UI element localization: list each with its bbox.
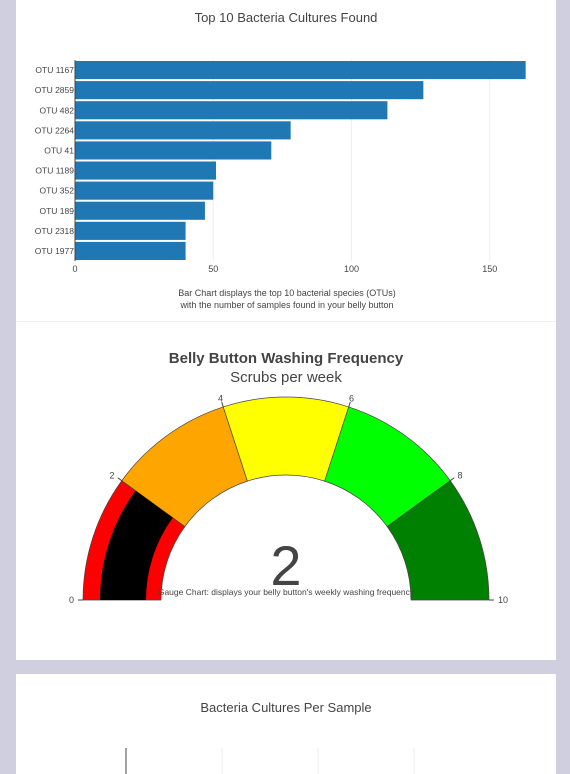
- bar-y-tick-label: OTU 482: [40, 105, 75, 115]
- bar-y-tick-label: OTU 352: [40, 186, 75, 196]
- gauge-value: 2: [270, 534, 301, 597]
- bar-x-tick-label: 100: [344, 264, 359, 274]
- bar: [75, 201, 205, 220]
- bar-x-tick-label: 150: [482, 264, 497, 274]
- gauge-tick: [449, 477, 455, 482]
- bar-chart-title: Top 10 Bacteria Cultures Found: [195, 10, 378, 25]
- gauge-value-bar: [100, 490, 173, 600]
- bar-x-tick-label: 0: [72, 264, 77, 274]
- gauge-tick: [117, 477, 123, 482]
- bar: [75, 181, 214, 200]
- gauge-tick: [348, 402, 351, 408]
- bar-chart: Top 10 Bacteria Cultures Found OTU 1167 O…: [35, 10, 526, 310]
- bar-y-tick-label: OTU 41: [44, 145, 74, 155]
- gauge-tick-label: 6: [349, 393, 354, 403]
- bubble-chart-title: Bacteria Cultures Per Sample: [200, 700, 371, 715]
- bar: [75, 81, 424, 100]
- bar: [75, 101, 388, 120]
- bar-chart-caption-line-2: with the number of samples found in your…: [179, 300, 393, 310]
- gauge-caption: Gauge Chart: displays your belly button'…: [158, 587, 415, 597]
- bar-y-tick-label: OTU 1189: [35, 166, 74, 176]
- gauge-tick-label: 8: [458, 470, 463, 480]
- bubble-chart: Bacteria Cultures Per Sample: [125, 700, 415, 774]
- gauge-subtitle: Scrubs per week: [230, 369, 342, 386]
- gauge-title: Belly Button Washing Frequency: [169, 350, 404, 367]
- gauge-tick-label: 0: [69, 595, 74, 605]
- bar: [75, 121, 291, 140]
- bar-y-tick-label: OTU 189: [40, 206, 75, 216]
- gauge-tick: [221, 402, 224, 408]
- bar: [75, 61, 526, 80]
- bar: [75, 241, 186, 260]
- bar: [75, 141, 272, 160]
- bar: [75, 161, 216, 180]
- bar-y-tick-label: OTU 2318: [35, 226, 74, 236]
- bar-chart-caption-line-1: Bar Chart displays the top 10 bacterial …: [178, 288, 396, 298]
- bar: [75, 221, 186, 240]
- bar-y-tick-label: OTU 1167: [35, 65, 74, 75]
- gauge-chart: Belly Button Washing Frequency Scrubs pe…: [69, 350, 508, 605]
- gauge-tick-label: 2: [109, 470, 114, 480]
- gauge-tick-label: 4: [218, 393, 223, 403]
- bar-y-tick-label: OTU 2264: [35, 125, 74, 135]
- panel-divider: [16, 321, 556, 322]
- gauge-tick-label: 10: [498, 595, 508, 605]
- bar-y-tick-label: OTU 2859: [35, 85, 74, 95]
- bubble-chart-panel: Bacteria Cultures Per Sample: [16, 674, 556, 774]
- charts-panel: Top 10 Bacteria Cultures Found OTU 1167 O…: [16, 0, 556, 660]
- bar-x-tick-label: 50: [208, 264, 218, 274]
- bar-y-tick-label: OTU 1977: [35, 246, 74, 256]
